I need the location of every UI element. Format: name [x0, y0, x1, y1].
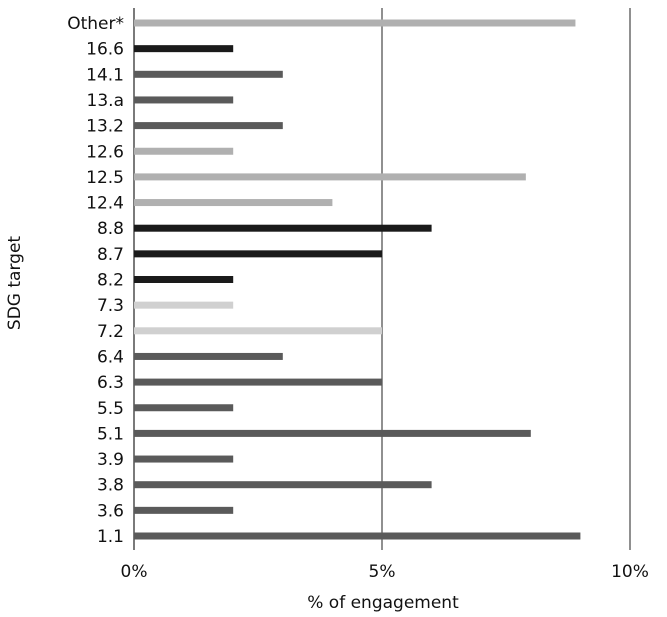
bar — [134, 506, 234, 514]
bar — [134, 224, 432, 232]
bar — [134, 45, 234, 53]
y-tick-label: Other* — [67, 14, 124, 34]
y-axis-title: SDG target — [5, 236, 25, 330]
y-tick-label: 12.4 — [86, 194, 124, 214]
x-tick-label: 0% — [121, 562, 148, 582]
y-tick-label: 13.2 — [86, 117, 124, 137]
x-tick-label: 10% — [611, 562, 649, 582]
bar — [134, 301, 234, 309]
y-tick-label: 1.1 — [97, 527, 124, 547]
bars — [134, 19, 581, 540]
y-tick-label: 12.6 — [86, 142, 124, 162]
y-tick-label: 5.1 — [97, 424, 124, 444]
y-tick-label: 6.3 — [97, 373, 124, 393]
bar — [134, 352, 283, 360]
y-tick-label: 3.6 — [97, 501, 124, 521]
bar — [134, 404, 234, 412]
y-tick-label: 3.8 — [97, 476, 124, 496]
y-tick-labels: Other* 16.6 14.1 13.a 13.2 12.6 12.5 12.4 8.8 8.7… — [67, 14, 124, 547]
y-tick-label: 16.6 — [86, 40, 124, 60]
y-tick-label: 12.5 — [86, 168, 124, 188]
bar — [134, 19, 576, 27]
y-tick-label: 6.4 — [97, 347, 124, 367]
y-tick-label: 7.2 — [97, 322, 124, 342]
y-tick-label: 13.a — [87, 91, 124, 111]
bar — [134, 96, 234, 104]
y-tick-label: 3.9 — [97, 450, 124, 470]
bar — [134, 276, 234, 283]
bar — [134, 122, 283, 130]
y-tick-label: 8.7 — [97, 245, 124, 265]
bar — [134, 70, 283, 78]
bar — [134, 147, 234, 155]
bar — [134, 327, 382, 335]
y-tick-label: 14.1 — [86, 65, 124, 85]
bar — [134, 173, 526, 181]
bar — [134, 455, 234, 463]
bar — [134, 250, 382, 258]
bar — [134, 429, 531, 437]
x-axis-title: % of engagement — [307, 593, 459, 613]
bar — [134, 378, 382, 386]
bar — [134, 532, 581, 540]
y-tick-label: 5.5 — [97, 399, 124, 419]
x-tick-label: 5% — [369, 562, 396, 582]
bar — [134, 199, 333, 207]
y-tick-label: 8.2 — [97, 271, 124, 291]
x-tick-labels: 0% 5% 10% — [121, 562, 649, 582]
bar — [134, 481, 432, 489]
y-tick-label: 8.8 — [97, 219, 124, 239]
y-tick-label: 7.3 — [97, 296, 124, 316]
